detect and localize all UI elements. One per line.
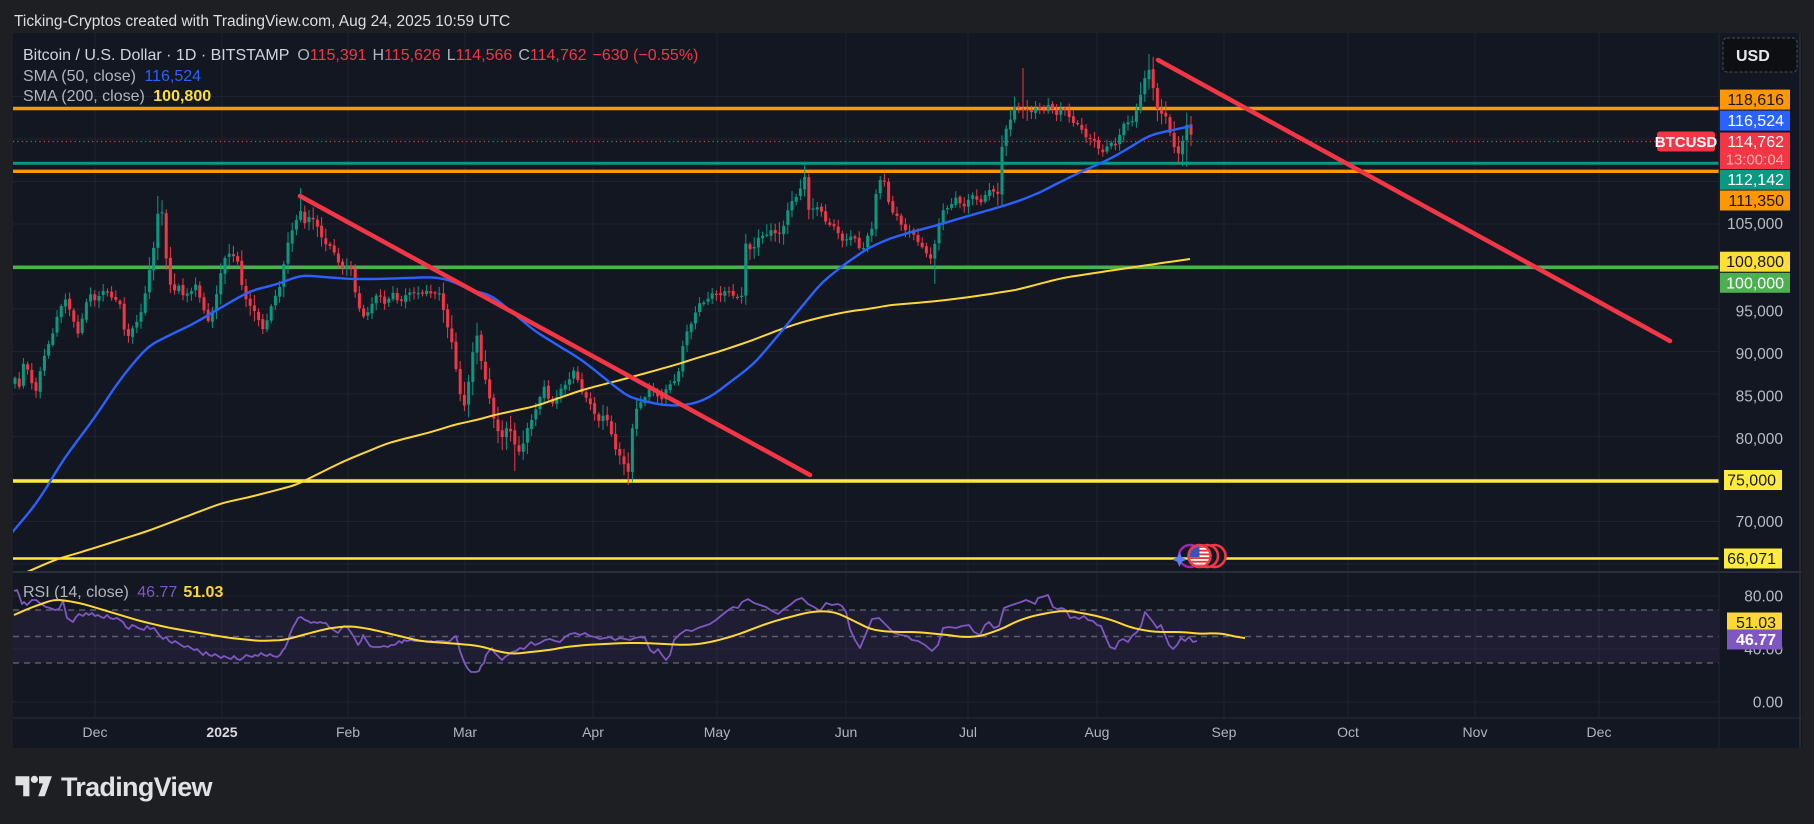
svg-text:Dec: Dec — [1587, 724, 1612, 740]
svg-text:105,000: 105,000 — [1727, 216, 1783, 233]
svg-text:Aug: Aug — [1085, 724, 1110, 740]
svg-text:46.77: 46.77 — [1736, 632, 1776, 649]
svg-text:SMA (200, close) 100,800: SMA (200, close) 100,800 — [23, 88, 211, 105]
svg-text:118,616: 118,616 — [1727, 92, 1784, 109]
svg-text:Apr: Apr — [582, 724, 604, 740]
svg-text:95,000: 95,000 — [1736, 304, 1784, 321]
svg-text:Nov: Nov — [1463, 724, 1488, 740]
svg-text:100,000: 100,000 — [1726, 275, 1784, 292]
svg-text:66,071: 66,071 — [1727, 551, 1776, 568]
svg-text:Jul: Jul — [959, 724, 977, 740]
svg-text:0.00: 0.00 — [1753, 695, 1784, 712]
svg-text:85,000: 85,000 — [1736, 389, 1784, 406]
svg-text:Jun: Jun — [835, 724, 858, 740]
svg-text:Ticking-Cryptos created with T: Ticking-Cryptos created with TradingView… — [14, 13, 510, 30]
svg-text:114,762: 114,762 — [1727, 134, 1784, 151]
svg-text:SMA (50, close) 116,524: SMA (50, close) 116,524 — [23, 68, 201, 85]
svg-text:2025: 2025 — [206, 724, 237, 740]
svg-text:TradingView: TradingView — [61, 772, 214, 802]
svg-text:51.03: 51.03 — [1736, 615, 1776, 632]
svg-text:Oct: Oct — [1337, 724, 1359, 740]
svg-text:116,524: 116,524 — [1727, 113, 1784, 130]
svg-text:80,000: 80,000 — [1736, 431, 1784, 448]
svg-text:Mar: Mar — [453, 724, 477, 740]
svg-text:BTCUSD: BTCUSD — [1655, 134, 1718, 151]
svg-text:90,000: 90,000 — [1736, 346, 1784, 363]
svg-text:111,350: 111,350 — [1729, 193, 1785, 210]
svg-text:70,000: 70,000 — [1736, 514, 1784, 531]
svg-text:100,800: 100,800 — [1726, 254, 1784, 271]
svg-text:USD: USD — [1736, 48, 1770, 65]
svg-text:Dec: Dec — [83, 724, 108, 740]
svg-text:75,000: 75,000 — [1727, 473, 1776, 490]
svg-text:May: May — [704, 724, 730, 740]
svg-text:Sep: Sep — [1212, 724, 1237, 740]
svg-text:Feb: Feb — [336, 724, 360, 740]
svg-text:Bitcoin / U.S. Dollar · 1D · B: Bitcoin / U.S. Dollar · 1D · BITSTAMP O11… — [23, 47, 698, 64]
svg-text:80.00: 80.00 — [1744, 589, 1783, 606]
svg-text:112,142: 112,142 — [1727, 172, 1784, 189]
svg-text:13:00:04: 13:00:04 — [1726, 152, 1784, 169]
